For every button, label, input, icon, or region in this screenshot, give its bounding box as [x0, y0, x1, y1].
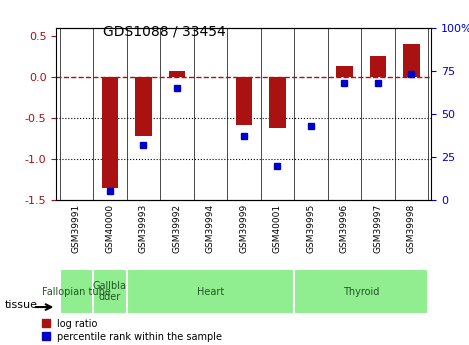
Text: Gallbla
dder: Gallbla dder: [93, 281, 127, 302]
Bar: [336, 66, 353, 77]
Text: GSM39997: GSM39997: [373, 204, 382, 253]
FancyBboxPatch shape: [127, 269, 294, 314]
FancyBboxPatch shape: [60, 269, 93, 314]
Bar: [168, 71, 185, 77]
Text: GSM39991: GSM39991: [72, 204, 81, 253]
Text: GSM40001: GSM40001: [273, 204, 282, 253]
Text: Heart: Heart: [197, 287, 224, 296]
Text: GSM39994: GSM39994: [206, 204, 215, 253]
Text: GSM40000: GSM40000: [106, 204, 114, 253]
Bar: [235, 77, 252, 125]
Bar: [269, 77, 286, 128]
Bar: [101, 77, 118, 188]
Legend: log ratio, percentile rank within the sample: log ratio, percentile rank within the sa…: [42, 319, 222, 342]
Text: GSM39992: GSM39992: [173, 204, 182, 253]
Text: GSM39998: GSM39998: [407, 204, 416, 253]
Text: tissue: tissue: [5, 300, 38, 310]
Text: GSM39995: GSM39995: [306, 204, 315, 253]
Text: GDS1088 / 33454: GDS1088 / 33454: [103, 24, 226, 38]
Text: Thyroid: Thyroid: [343, 287, 379, 296]
Text: GSM39996: GSM39996: [340, 204, 349, 253]
Text: GSM39999: GSM39999: [239, 204, 249, 253]
FancyBboxPatch shape: [93, 269, 127, 314]
Text: Fallopian tube: Fallopian tube: [42, 287, 111, 296]
Bar: [370, 56, 386, 77]
Bar: [135, 77, 152, 136]
FancyBboxPatch shape: [294, 269, 428, 314]
Bar: [403, 44, 420, 77]
Text: GSM39993: GSM39993: [139, 204, 148, 253]
